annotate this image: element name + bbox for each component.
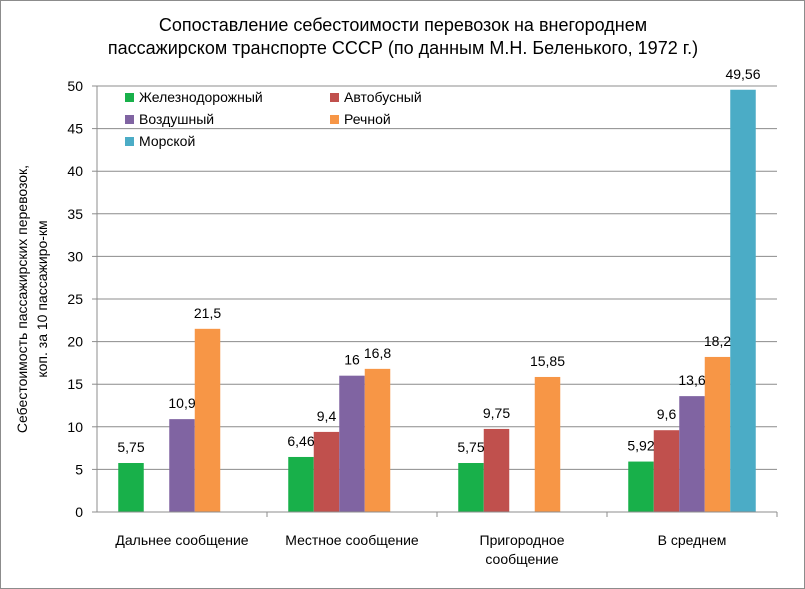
legend-swatch bbox=[125, 93, 134, 102]
data-label: 21,5 bbox=[194, 305, 221, 321]
y-tick-label: 15 bbox=[67, 376, 83, 392]
y-axis-ticks: 0 5 10 15 20 25 30 35 40 45 50 bbox=[67, 78, 83, 520]
data-label: 16,8 bbox=[364, 345, 391, 361]
bar bbox=[653, 430, 680, 512]
data-label: 5,75 bbox=[457, 439, 484, 455]
y-tick-label: 30 bbox=[67, 248, 83, 264]
x-axis bbox=[96, 86, 778, 517]
data-label: 15,85 bbox=[530, 353, 565, 369]
legend-label: Речной bbox=[344, 111, 391, 127]
chart-title-line: пассажирском транспорте СССР (по данным … bbox=[108, 38, 698, 58]
legend-swatch bbox=[330, 115, 339, 124]
data-label: 9,75 bbox=[483, 405, 510, 421]
bar bbox=[679, 396, 705, 512]
y-tick-label: 40 bbox=[67, 163, 83, 179]
data-label: 5,75 bbox=[117, 439, 144, 455]
data-label: 10,9 bbox=[168, 395, 195, 411]
chart-title: Сопоставление себестоимости перевозок на… bbox=[108, 15, 698, 58]
legend-label: Воздушный bbox=[139, 111, 214, 127]
legend-swatch bbox=[330, 93, 339, 102]
y-tick-label: 0 bbox=[75, 504, 83, 520]
category-label: Местное сообщение bbox=[285, 532, 419, 548]
legend-swatch bbox=[125, 137, 134, 146]
bar bbox=[364, 368, 391, 512]
bar bbox=[730, 89, 756, 512]
bar bbox=[339, 375, 365, 512]
legend-label: Железнодорожный bbox=[139, 89, 263, 105]
bar bbox=[458, 463, 484, 512]
data-labels: 5,75 10,9 21,5 6,469,4 16 16,8 5,75 9,75 15,85 5,… bbox=[117, 66, 760, 455]
legend-label: Морской bbox=[139, 133, 195, 149]
chart-title-line: Сопоставление себестоимости перевозок на… bbox=[159, 15, 647, 35]
data-label: 9,4 bbox=[317, 408, 337, 424]
data-label: 18,2 bbox=[704, 333, 731, 349]
category-label: В среднем bbox=[658, 532, 727, 548]
bar bbox=[313, 431, 340, 512]
legend-label: Автобусный bbox=[344, 89, 422, 105]
y-tick-label: 25 bbox=[67, 291, 83, 307]
bar bbox=[194, 328, 221, 512]
bar bbox=[628, 461, 654, 512]
y-tick-label: 45 bbox=[67, 121, 83, 137]
bar bbox=[118, 463, 144, 512]
bar bbox=[704, 356, 731, 512]
y-tick-label: 50 bbox=[67, 78, 83, 94]
bar bbox=[483, 428, 510, 512]
data-label: 16 bbox=[344, 352, 360, 368]
y-tick-label: 5 bbox=[75, 461, 83, 477]
y-tick-label: 35 bbox=[67, 206, 83, 222]
data-label: 9,6 bbox=[657, 406, 677, 422]
category-label: Дальнее сообщение bbox=[115, 532, 248, 548]
legend-swatch bbox=[125, 115, 134, 124]
data-label: 6,46 bbox=[287, 433, 314, 449]
y-tick-label: 20 bbox=[67, 334, 83, 350]
data-label: 13,6 bbox=[678, 372, 705, 388]
y-axis-label-line: коп. за 10 пассажиро-км bbox=[34, 220, 50, 377]
bar bbox=[169, 419, 195, 512]
data-label: 5,92 bbox=[627, 438, 654, 454]
bar bbox=[288, 456, 314, 512]
y-tick-label: 10 bbox=[67, 419, 83, 435]
y-axis-label-line: Себестоимость пассажирских перевозок, bbox=[14, 165, 30, 433]
y-axis-label: Себестоимость пассажирских перевозок, коп… bbox=[14, 165, 50, 433]
legend: Железнодорожный Автобусный Воздушный Речной… bbox=[125, 89, 422, 149]
category-label: Пригородное bbox=[480, 532, 565, 548]
category-label: сообщение bbox=[485, 551, 558, 567]
data-label: 49,56 bbox=[725, 66, 760, 82]
x-axis-categories: Дальнее сообщение Местное сообщение Пригор… bbox=[115, 532, 726, 567]
bars bbox=[118, 89, 756, 512]
bar bbox=[534, 376, 561, 512]
